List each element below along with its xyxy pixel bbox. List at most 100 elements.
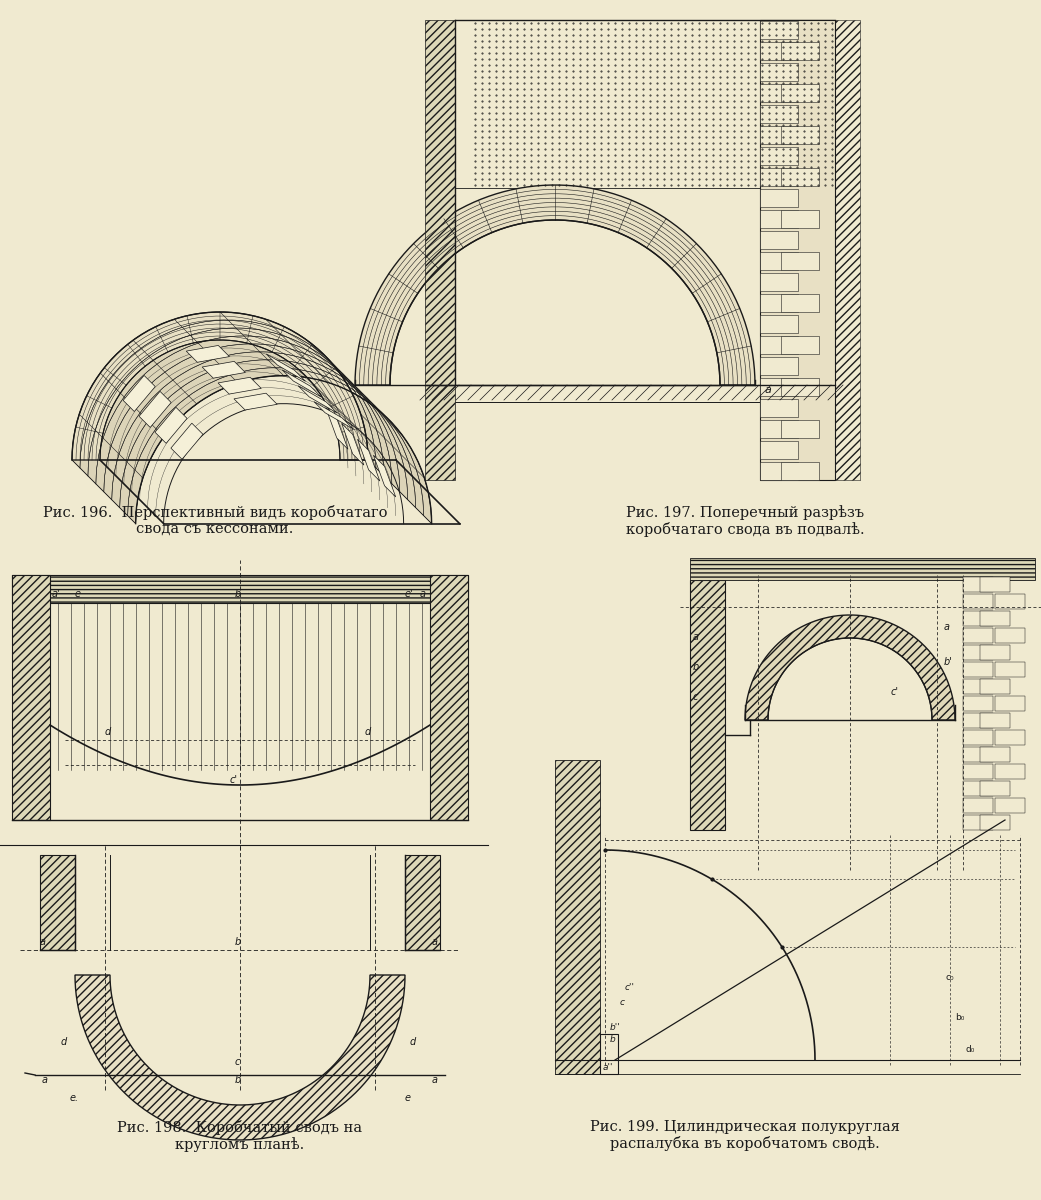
Bar bbox=[781, 378, 819, 396]
Bar bbox=[781, 42, 819, 60]
Text: a: a bbox=[432, 937, 438, 947]
Text: b': b' bbox=[944, 658, 953, 667]
Bar bbox=[980, 646, 1010, 660]
Text: b'': b'' bbox=[610, 1022, 620, 1032]
Polygon shape bbox=[341, 424, 364, 466]
Bar bbox=[760, 420, 798, 438]
Bar bbox=[963, 730, 993, 745]
Bar bbox=[760, 104, 798, 122]
Text: a: a bbox=[944, 622, 950, 632]
Bar bbox=[980, 713, 1010, 728]
Polygon shape bbox=[139, 391, 171, 427]
Bar bbox=[760, 84, 798, 102]
Text: b: b bbox=[235, 937, 242, 947]
Text: d: d bbox=[410, 1037, 416, 1046]
Text: a: a bbox=[40, 937, 46, 947]
Polygon shape bbox=[155, 407, 187, 443]
Text: a': a' bbox=[52, 589, 60, 599]
Text: a: a bbox=[420, 589, 426, 599]
Bar bbox=[963, 679, 993, 694]
Text: c': c' bbox=[891, 686, 899, 697]
Bar bbox=[995, 628, 1025, 643]
Polygon shape bbox=[355, 185, 755, 385]
Bar bbox=[760, 20, 798, 38]
Bar bbox=[963, 611, 993, 626]
Text: b: b bbox=[693, 662, 700, 672]
Bar bbox=[980, 815, 1010, 830]
Bar bbox=[995, 662, 1025, 677]
Text: c: c bbox=[693, 692, 699, 702]
Bar bbox=[963, 781, 993, 796]
Text: d₀: d₀ bbox=[965, 1045, 974, 1054]
Text: e.: e. bbox=[70, 1093, 79, 1103]
Text: a: a bbox=[765, 385, 771, 395]
Polygon shape bbox=[218, 377, 261, 394]
Text: b: b bbox=[610, 1034, 615, 1044]
Bar bbox=[781, 462, 819, 480]
Polygon shape bbox=[40, 854, 75, 950]
Polygon shape bbox=[745, 616, 955, 720]
Polygon shape bbox=[425, 20, 455, 480]
Text: c': c' bbox=[230, 775, 238, 785]
Bar bbox=[980, 577, 1010, 592]
Bar bbox=[995, 594, 1025, 608]
Bar bbox=[963, 594, 993, 608]
Polygon shape bbox=[357, 439, 380, 481]
Polygon shape bbox=[171, 424, 203, 460]
Polygon shape bbox=[298, 385, 337, 413]
Bar bbox=[760, 62, 798, 80]
Text: a: a bbox=[42, 1075, 48, 1085]
Bar bbox=[781, 126, 819, 144]
Bar bbox=[963, 662, 993, 677]
Bar bbox=[760, 398, 798, 416]
Polygon shape bbox=[202, 361, 246, 378]
Bar bbox=[760, 314, 798, 332]
Bar bbox=[760, 20, 835, 480]
Bar bbox=[980, 611, 1010, 626]
Text: d: d bbox=[105, 727, 111, 737]
Bar bbox=[980, 679, 1010, 694]
Bar bbox=[963, 798, 993, 814]
Polygon shape bbox=[430, 575, 468, 820]
Bar bbox=[781, 210, 819, 228]
Text: Рис. 198.  Коробчатый сводъ на
кругломъ планѣ.: Рис. 198. Коробчатый сводъ на кругломъ п… bbox=[118, 1120, 362, 1152]
Bar bbox=[760, 272, 798, 290]
Polygon shape bbox=[72, 312, 432, 523]
Bar bbox=[760, 188, 798, 206]
Text: c: c bbox=[235, 1057, 240, 1067]
Bar bbox=[781, 84, 819, 102]
Polygon shape bbox=[314, 402, 353, 430]
Bar bbox=[781, 336, 819, 354]
Text: b: b bbox=[235, 1075, 242, 1085]
Text: d: d bbox=[61, 1037, 68, 1046]
Bar bbox=[781, 168, 819, 186]
Bar bbox=[760, 42, 798, 60]
Polygon shape bbox=[374, 455, 396, 497]
Polygon shape bbox=[282, 370, 322, 397]
Polygon shape bbox=[12, 575, 50, 820]
Bar bbox=[760, 358, 798, 374]
Polygon shape bbox=[12, 575, 468, 602]
Bar bbox=[760, 462, 798, 480]
Bar bbox=[760, 378, 798, 396]
Bar bbox=[995, 764, 1025, 779]
Polygon shape bbox=[234, 394, 277, 410]
Bar bbox=[781, 294, 819, 312]
Bar bbox=[963, 764, 993, 779]
Text: b: b bbox=[235, 589, 242, 599]
Bar bbox=[760, 210, 798, 228]
Bar bbox=[963, 815, 993, 830]
Text: e: e bbox=[75, 589, 81, 599]
Text: a: a bbox=[432, 1075, 438, 1085]
Polygon shape bbox=[186, 346, 229, 362]
Bar bbox=[760, 230, 798, 248]
Polygon shape bbox=[123, 376, 155, 412]
Text: c: c bbox=[620, 998, 625, 1007]
Polygon shape bbox=[690, 558, 1035, 580]
Text: d: d bbox=[365, 727, 372, 737]
Text: c₀: c₀ bbox=[945, 973, 954, 982]
Text: e: e bbox=[405, 1093, 411, 1103]
Polygon shape bbox=[266, 354, 306, 382]
Text: Рис. 199. Цилиндрическая полукруглая
распалубка въ коробчатомъ сводѣ.: Рис. 199. Цилиндрическая полукруглая рас… bbox=[590, 1120, 899, 1152]
Bar bbox=[600, 1034, 618, 1074]
